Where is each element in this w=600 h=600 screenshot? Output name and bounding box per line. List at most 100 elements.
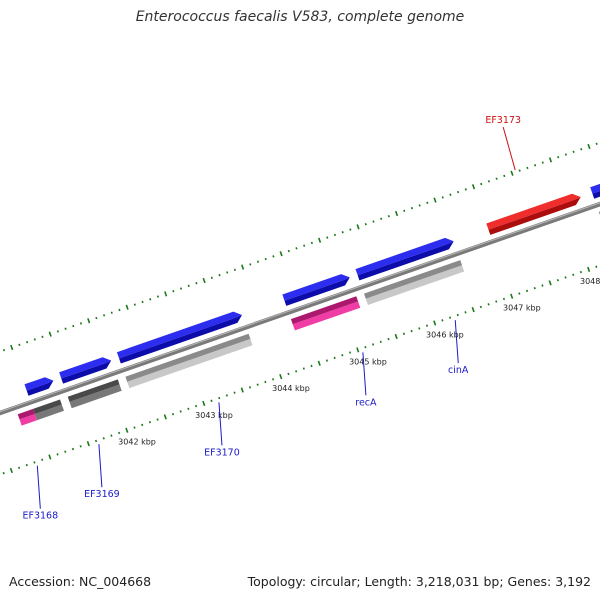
inner-major-tick [317, 360, 321, 366]
gene-bottom-face [67, 379, 120, 402]
inner-minor-tick [210, 399, 213, 402]
outer-minor-tick [526, 166, 529, 170]
outer-minor-tick [79, 322, 83, 325]
accession-text: Accession: NC_004668 [9, 574, 152, 589]
outer-minor-tick [295, 247, 298, 250]
forward-gene[interactable] [590, 172, 600, 199]
forward-gene[interactable] [355, 237, 454, 281]
outer-major-tick [279, 251, 283, 257]
gene-leader-line [454, 320, 459, 364]
inner-minor-tick [525, 289, 529, 293]
inner-minor-tick [64, 450, 67, 453]
outer-minor-tick [33, 338, 36, 341]
inner-minor-tick [187, 407, 190, 411]
gene-top-face [127, 338, 253, 389]
inner-minor-tick [410, 329, 413, 333]
outer-minor-tick [287, 249, 290, 253]
ruler-label: 3044 kbp [272, 384, 310, 393]
inner-minor-tick [295, 370, 298, 373]
inner-major-tick [394, 333, 398, 340]
ruler-label: 3045 kbp [349, 357, 387, 366]
inner-minor-tick [225, 394, 228, 397]
gene-bottom-face [364, 260, 463, 299]
gene-top-face [590, 183, 600, 194]
gene-label: EF3168 [22, 511, 58, 522]
gene-bottom-face [33, 399, 62, 414]
gene-top-face [24, 377, 54, 391]
outer-major-tick [318, 237, 322, 243]
inner-major-tick [202, 400, 206, 407]
inner-major-tick [587, 266, 591, 273]
inner-minor-tick [118, 431, 121, 435]
inner-major-tick [9, 467, 13, 474]
outer-minor-tick [310, 241, 313, 245]
inner-minor-tick [479, 305, 482, 309]
inner-minor-tick [41, 458, 44, 461]
inner-minor-tick [541, 284, 544, 287]
gene-bottom-face [284, 277, 350, 306]
forward-gene[interactable] [59, 357, 112, 384]
inner-minor-tick [425, 324, 429, 327]
inner-minor-tick [71, 447, 75, 451]
inner-major-tick [240, 387, 244, 393]
forward-gene[interactable] [116, 311, 242, 364]
reverse-gene[interactable] [125, 333, 253, 389]
inner-minor-tick [302, 367, 305, 370]
inner-major-tick [356, 347, 360, 353]
gene-track[interactable] [17, 172, 600, 426]
reverse-gene[interactable] [67, 379, 122, 409]
forward-gene[interactable] [282, 274, 350, 306]
inner-minor-tick [56, 453, 59, 456]
outer-minor-tick [418, 204, 421, 207]
reverse-gene[interactable] [290, 296, 361, 331]
outer-minor-tick [149, 298, 152, 301]
genome-summary-text: Topology: circular; Length: 3,218,031 bp… [247, 574, 591, 589]
reverse-gene[interactable] [33, 399, 64, 421]
outer-minor-tick [72, 324, 75, 328]
outer-minor-tick [403, 209, 406, 213]
forward-gene[interactable] [486, 193, 581, 235]
outer-minor-tick [64, 327, 67, 330]
inner-minor-tick [218, 396, 221, 400]
outer-minor-tick [172, 290, 175, 293]
outer-minor-tick [464, 188, 467, 191]
outer-minor-tick [441, 196, 444, 199]
outer-minor-tick [218, 273, 221, 277]
gene-label-layer: 3042 kbp 3043 kbp 3044 kbp 3045 kbp 3046 kbp… [22, 115, 600, 522]
outer-minor-tick [256, 260, 260, 263]
inner-minor-tick [2, 471, 5, 475]
inner-minor-tick [233, 391, 236, 394]
reverse-gene[interactable] [17, 408, 37, 426]
inner-minor-tick [518, 292, 521, 295]
reverse-gene[interactable] [364, 260, 465, 305]
outer-minor-tick [341, 231, 344, 234]
inner-minor-tick [256, 383, 259, 386]
inner-tick-ruler [2, 265, 598, 475]
forward-gene[interactable] [24, 377, 54, 396]
inner-minor-tick [379, 340, 382, 344]
inner-minor-tick [333, 356, 336, 360]
outer-minor-tick [226, 271, 229, 274]
inner-major-tick [86, 441, 90, 447]
inner-major-tick [279, 374, 283, 380]
ruler-label: 3046 kbp [426, 330, 464, 339]
outer-minor-tick [233, 268, 237, 271]
outer-minor-tick [26, 340, 29, 344]
inner-minor-tick [595, 265, 598, 268]
outer-major-tick [510, 170, 514, 176]
inner-minor-tick [387, 337, 390, 341]
inner-minor-tick [195, 404, 198, 408]
genome-backbone [0, 201, 600, 416]
gene-label: EF3170 [204, 447, 240, 458]
inner-minor-tick [287, 372, 290, 376]
outer-minor-tick [534, 164, 537, 167]
outer-minor-tick [102, 314, 106, 317]
gene-top-face [486, 193, 581, 230]
inner-minor-tick [271, 378, 275, 381]
inner-minor-tick [572, 273, 575, 277]
outer-major-tick [125, 304, 129, 310]
gene-leader-line [218, 402, 223, 446]
inner-minor-tick [487, 303, 490, 306]
gene-leader-line [36, 465, 41, 509]
